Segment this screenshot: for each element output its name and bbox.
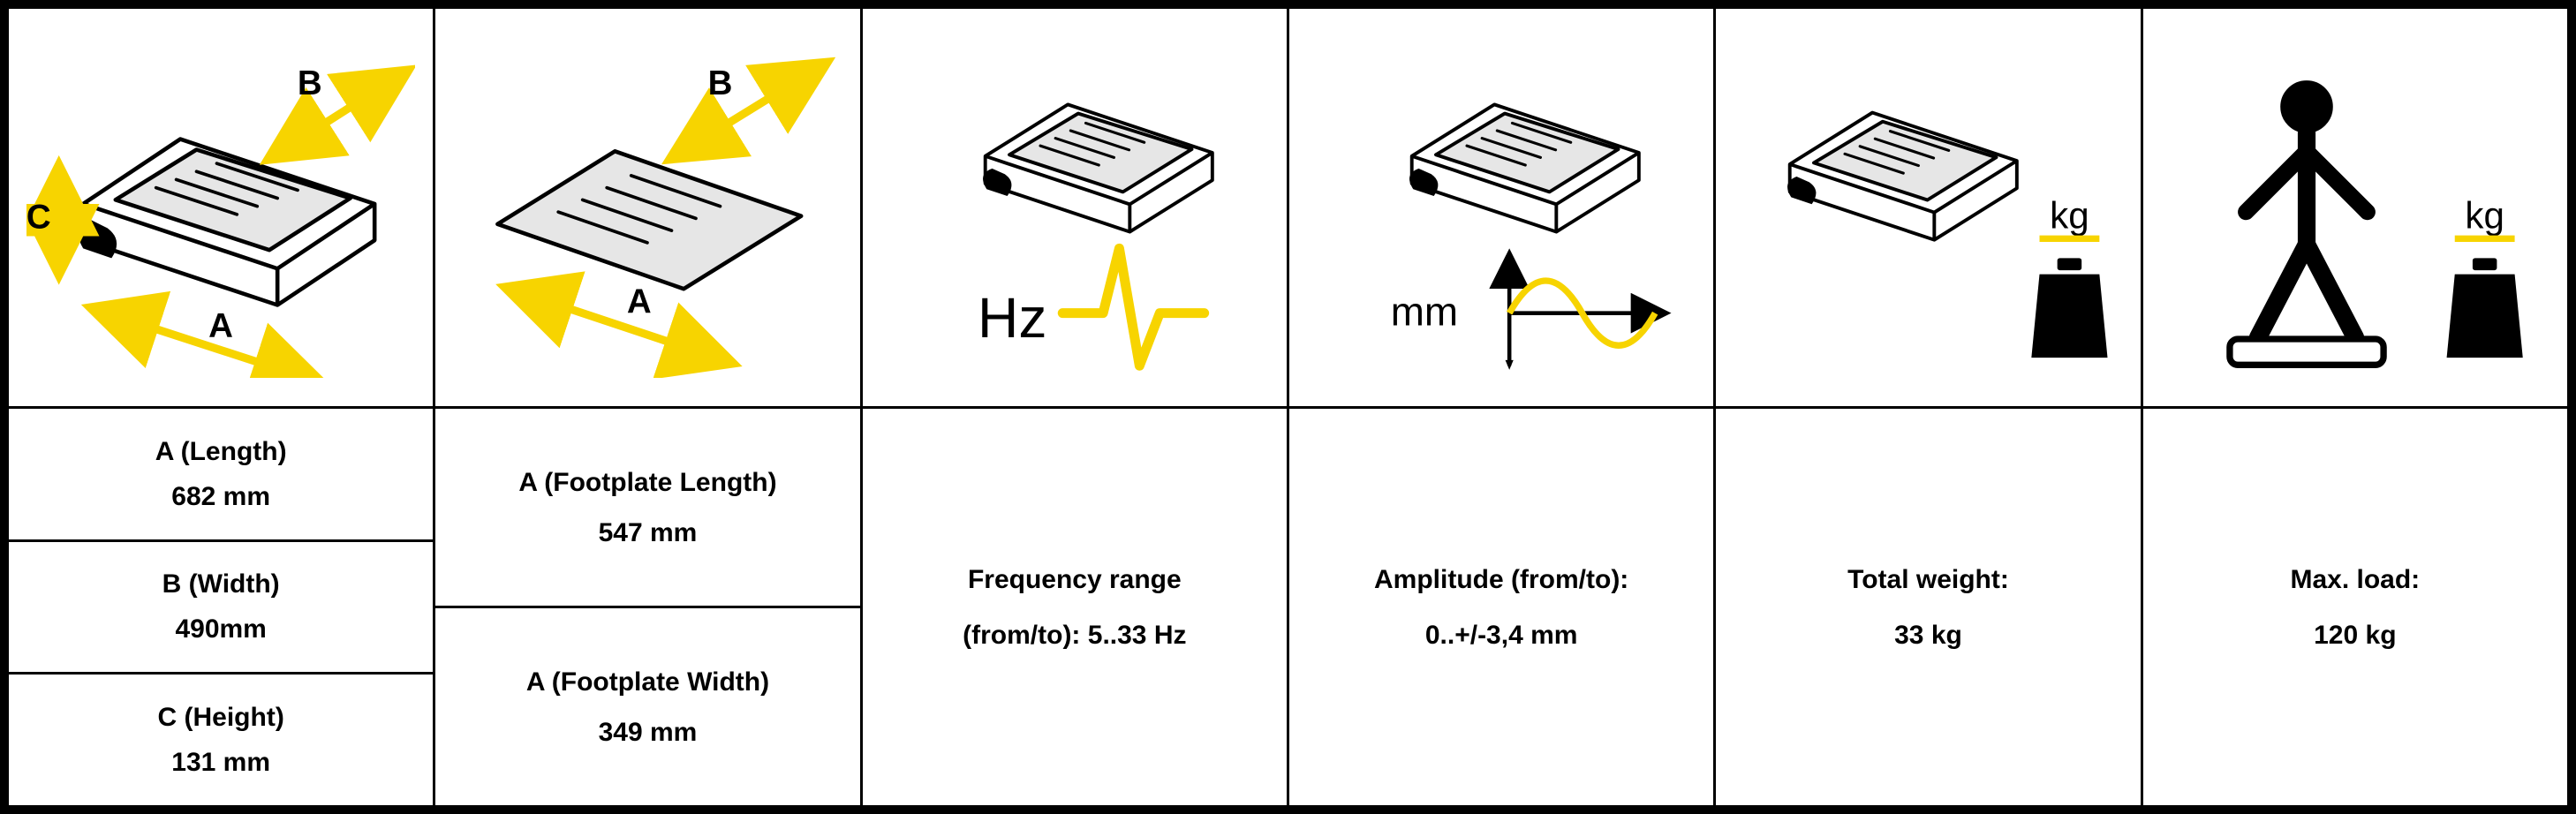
spec-label: C (Height) [158, 695, 284, 740]
spec-label: Max. load: [2290, 552, 2420, 607]
spec-value: 490mm [175, 607, 266, 652]
spec-value: 33 kg [1894, 607, 1962, 663]
svg-text:C: C [26, 198, 51, 236]
spec-label: A (Footplate Width) [526, 657, 769, 707]
svg-text:A: A [208, 307, 233, 345]
spec-footplate-width: A (Footplate Width) 349 mm [435, 608, 859, 805]
svg-text:kg: kg [2051, 194, 2090, 236]
spec-label: Amplitude (from/to): [1374, 552, 1628, 607]
icon-device-dimensions: A B C [9, 9, 433, 406]
spec-label: Total weight: [1847, 552, 2009, 607]
icon-frequency: Hz [863, 9, 1287, 406]
spec-label: A (Footplate Length) [518, 457, 776, 508]
svg-text:Hz: Hz [978, 286, 1046, 350]
spec-value: 682 mm [171, 474, 270, 519]
spec-frequency: Frequency range (from/to): 5..33 Hz [863, 409, 1287, 805]
spec-footplate-length: A (Footplate Length) 547 mm [435, 409, 859, 606]
spec-width: B (Width) 490mm [9, 542, 433, 673]
svg-text:mm: mm [1391, 289, 1458, 334]
spec-value: 349 mm [599, 707, 698, 757]
spec-height: C (Height) 131 mm [9, 675, 433, 805]
spec-max-load: Max. load: 120 kg [2143, 409, 2567, 805]
svg-text:B: B [708, 64, 733, 102]
icon-total-weight: kg [1716, 9, 2140, 406]
svg-text:A: A [627, 283, 652, 320]
spec-label: B (Width) [162, 562, 280, 607]
spec-length: A (Length) 682 mm [9, 409, 433, 539]
spec-label: A (Length) [155, 429, 287, 474]
spec-amplitude: Amplitude (from/to): 0..+/-3,4 mm [1289, 409, 1713, 805]
spec-value: 0..+/-3,4 mm [1425, 607, 1578, 663]
specs-dimensions: A (Length) 682 mm B (Width) 490mm C (Hei… [9, 409, 433, 805]
spec-total-weight: Total weight: 33 kg [1716, 409, 2140, 805]
spec-value: 131 mm [171, 740, 270, 785]
svg-text:kg: kg [2465, 194, 2504, 236]
icon-max-load: kg [2143, 9, 2567, 406]
spec-value: 547 mm [599, 508, 698, 558]
spec-value: 120 kg [2314, 607, 2396, 663]
spec-table: A B C [0, 0, 2576, 814]
spec-value: (from/to): 5..33 Hz [963, 607, 1186, 663]
specs-footplate: A (Footplate Length) 547 mm A (Footplate… [435, 409, 859, 805]
spec-label: Frequency range [968, 552, 1182, 607]
icon-footplate-dimensions: A B [435, 9, 859, 406]
svg-text:B: B [298, 64, 322, 102]
icon-amplitude: mm [1289, 9, 1713, 406]
